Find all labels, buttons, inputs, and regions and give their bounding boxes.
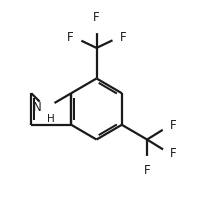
Text: F: F xyxy=(144,164,150,177)
Text: F: F xyxy=(67,31,73,44)
Text: F: F xyxy=(170,147,177,160)
Text: N: N xyxy=(33,101,41,114)
Text: F: F xyxy=(120,31,126,44)
Text: F: F xyxy=(93,11,100,24)
Text: F: F xyxy=(170,119,177,132)
Text: H: H xyxy=(47,114,55,124)
